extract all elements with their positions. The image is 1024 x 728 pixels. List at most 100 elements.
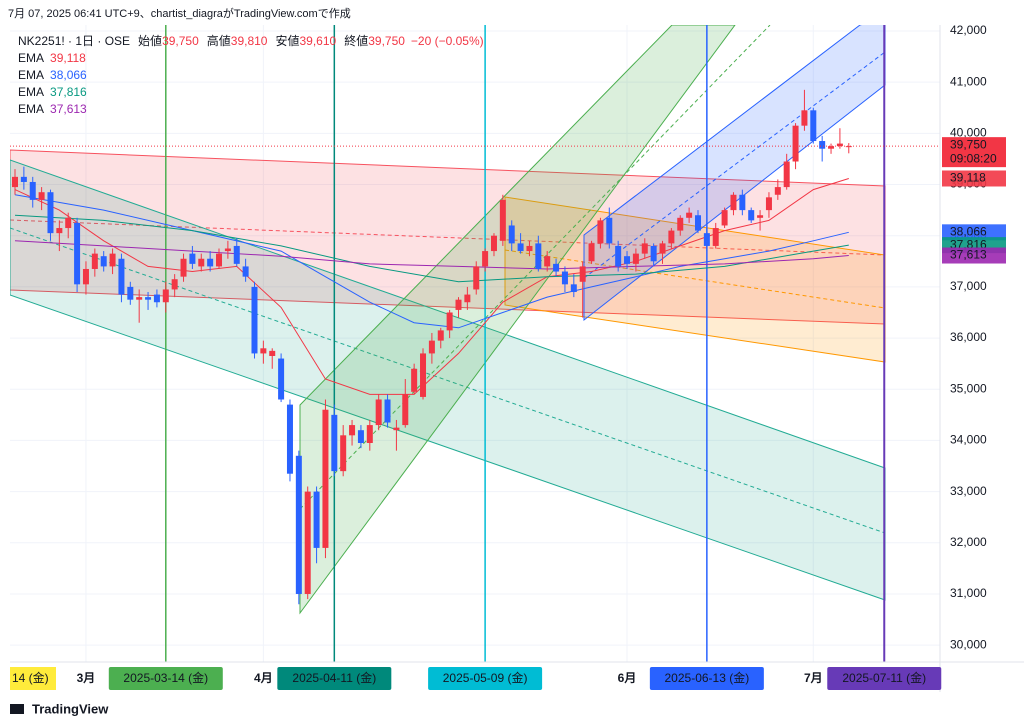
- candle-body: [473, 266, 480, 290]
- candle-body: [322, 409, 329, 548]
- date-marker-box: [428, 667, 543, 690]
- candle-body: [499, 199, 506, 241]
- candle-body: [668, 230, 675, 244]
- candle-body: [748, 210, 755, 221]
- candle-body: [357, 430, 364, 443]
- x-tick-label: 3月: [77, 671, 96, 685]
- candle-body: [74, 222, 81, 285]
- y-tick-label: 32,000: [950, 535, 987, 549]
- candle-body: [207, 258, 214, 267]
- candle-body: [508, 225, 515, 244]
- date-marker-box: [827, 667, 942, 690]
- date-marker-label: 2025-03-14 (金): [123, 670, 208, 685]
- channel-mid: [10, 227, 886, 534]
- ema-line: [14, 240, 849, 270]
- indicator-value: 38,066: [50, 68, 87, 82]
- indicator-badge: [942, 224, 1006, 241]
- plot: [10, 25, 940, 662]
- candle-body: [340, 435, 347, 472]
- candle-body: [12, 176, 18, 188]
- date-marker-box: [649, 667, 764, 690]
- x-tick-label: 4月: [254, 671, 273, 685]
- candle-body: [561, 271, 568, 285]
- candle-body: [783, 161, 790, 188]
- candle-body: [304, 491, 311, 594]
- candle-body: [393, 427, 400, 431]
- y-tick-label: 35,000: [950, 381, 987, 395]
- candle-body: [278, 358, 285, 400]
- candle-body: [189, 253, 196, 264]
- candle-body: [162, 289, 169, 303]
- y-tick-label: 41,000: [950, 74, 987, 88]
- candle-body: [269, 350, 276, 356]
- edge-marker-label: 14 (金): [12, 670, 49, 685]
- candle-body: [233, 245, 240, 264]
- candle-body: [127, 286, 134, 300]
- candle-body: [198, 258, 205, 267]
- date-marker-label: 2025-04-11 (金): [292, 670, 376, 685]
- ema-line: [14, 194, 849, 329]
- candle-body: [331, 414, 338, 472]
- field-label: 高値: [207, 33, 231, 48]
- candle-body: [677, 217, 684, 231]
- candle-body: [411, 368, 418, 392]
- y-tick-label: 42,000: [950, 23, 987, 37]
- countdown: 09:08:20: [950, 151, 997, 165]
- candle-body: [694, 215, 701, 231]
- candle-body: [446, 312, 453, 331]
- date-marker-box: [277, 667, 392, 690]
- price-badge-label: 39,750: [950, 137, 987, 151]
- indicator-legend: EMA 38,066: [18, 68, 87, 82]
- candle-body: [792, 125, 799, 162]
- candle-body: [828, 146, 835, 149]
- candle-body: [588, 243, 595, 262]
- candle-body: [286, 404, 293, 474]
- x-tick-label: 6月: [618, 671, 637, 685]
- candle-body: [597, 220, 604, 244]
- candle-body: [836, 143, 843, 147]
- fields: 始値39,750 高値39,810 安値39,610 終値39,750: [138, 33, 405, 48]
- candle-body: [216, 253, 223, 267]
- candle-body: [38, 192, 45, 200]
- field-value: 39,750: [368, 34, 405, 48]
- candle-body: [118, 258, 125, 295]
- y-tick-label: 34,000: [950, 433, 987, 447]
- change: −20 (−0.05%): [411, 34, 484, 48]
- footer-text: TradingView: [32, 701, 109, 716]
- y-tick-label: 31,000: [950, 586, 987, 600]
- candle-body: [490, 235, 497, 252]
- price-badge: [942, 137, 1006, 168]
- footer: TradingView: [10, 701, 109, 716]
- legend-row: NK2251! · 1日 · OSE 始値39,750 高値39,810 安値39,6…: [18, 33, 484, 48]
- y-tick-label: 37,000: [950, 279, 987, 293]
- y-tick-label: 40,000: [950, 126, 987, 140]
- date-marker-label: 2025-05-09 (金): [443, 670, 528, 685]
- candle-body: [100, 256, 107, 267]
- candle-body: [570, 284, 577, 293]
- candle-body: [659, 243, 666, 254]
- indicator-badge: [942, 247, 1006, 264]
- candle-body: [313, 491, 320, 548]
- indicator-badge: [942, 170, 1006, 187]
- candle-body: [455, 299, 462, 310]
- candle-body: [260, 348, 267, 354]
- candle-body: [242, 266, 249, 277]
- indicator-badge-label: 39,118: [950, 171, 986, 185]
- field-label: 終値: [344, 33, 368, 48]
- indicator-name: EMA: [18, 51, 44, 65]
- date-marker-label: 2025-07-11 (金): [842, 670, 926, 685]
- candle-body: [464, 294, 471, 303]
- indicator-badge-label: 38,066: [950, 225, 987, 239]
- symbol: NK2251! · 1日 · OSE: [18, 34, 130, 48]
- candle-body: [20, 176, 27, 182]
- x-tick-label: 7月: [804, 671, 823, 685]
- candle-body: [180, 258, 187, 277]
- field-label: 始値: [138, 33, 162, 48]
- candle-body: [384, 399, 391, 423]
- candle-body: [366, 425, 373, 443]
- candle-body: [91, 253, 98, 269]
- indicator-name: EMA: [18, 68, 44, 82]
- candle-body: [65, 217, 72, 229]
- candle-body: [517, 243, 524, 252]
